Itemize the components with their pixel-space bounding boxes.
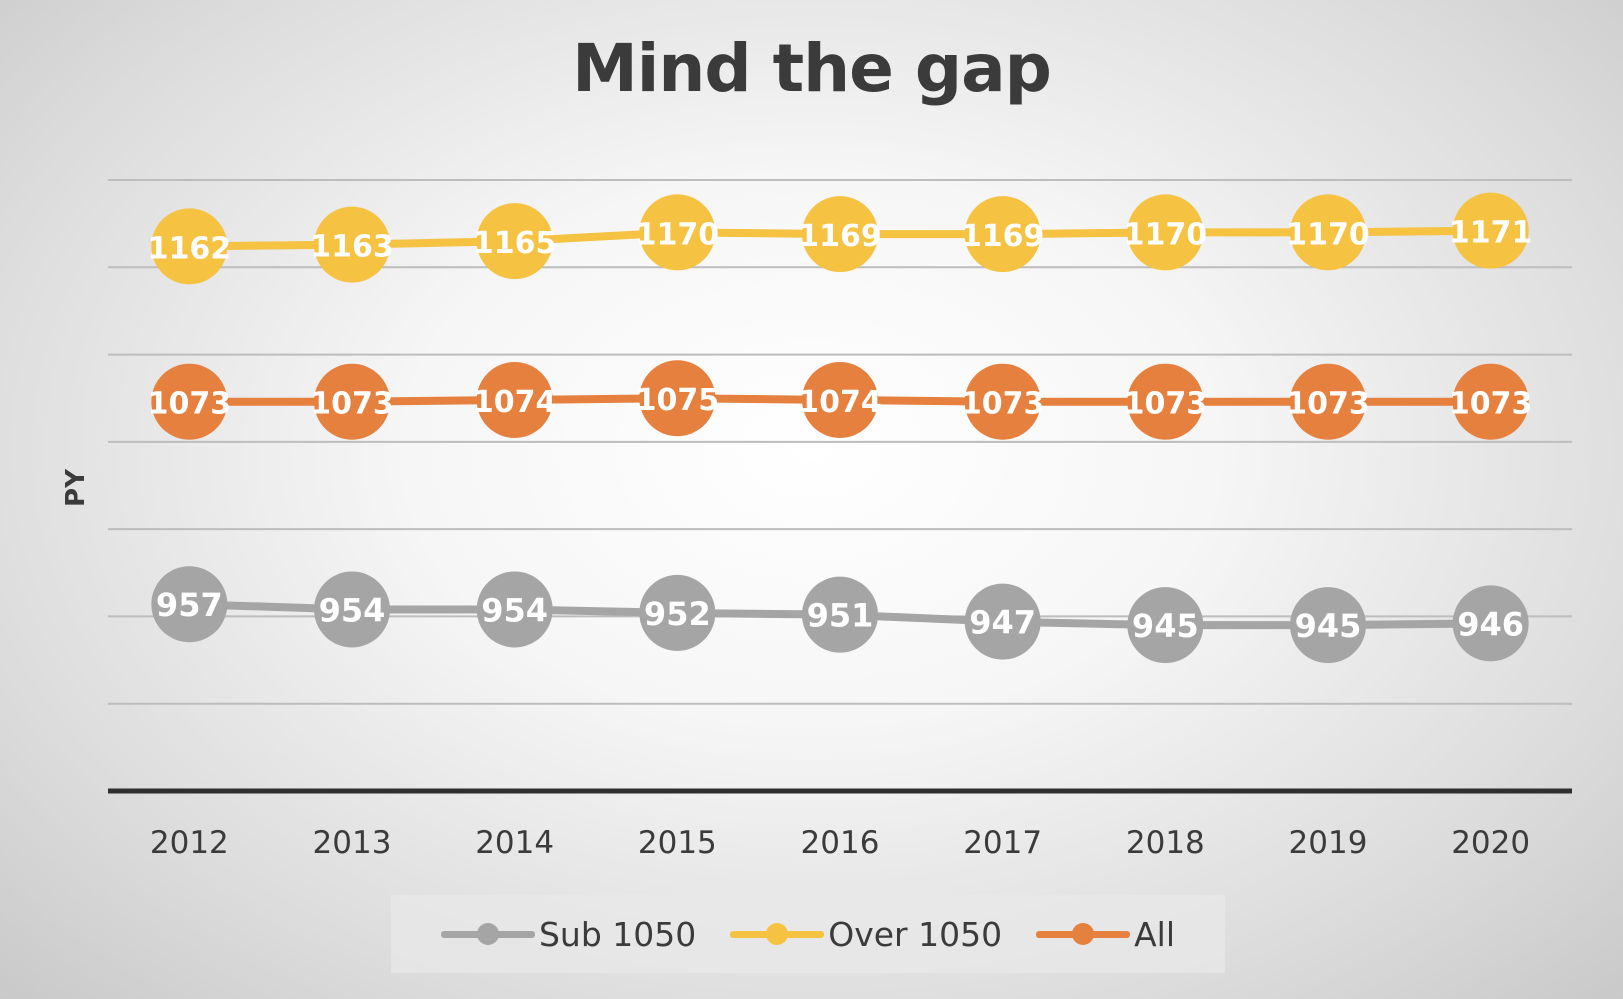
legend-marker <box>1072 923 1095 945</box>
series-over-1050: 1162 1163 1165 1170 1169 1169 1170 1170 1171 <box>148 192 1533 285</box>
x-tick-label: 2019 <box>1289 825 1368 861</box>
data-point <box>151 566 228 643</box>
data-label: 954 <box>481 591 548 629</box>
data-point <box>476 571 553 648</box>
data-point <box>151 363 228 440</box>
data-label: 1170 <box>1286 217 1370 252</box>
legend-item-over-1050: Over 1050 <box>730 915 1002 954</box>
x-tick-label: 2017 <box>963 825 1042 861</box>
data-point <box>1290 363 1366 440</box>
data-point <box>964 196 1041 273</box>
data-label: 1165 <box>473 226 557 261</box>
data-label: 1074 <box>798 385 882 420</box>
series-all: 1073 1073 1074 1075 1074 1073 1073 1073 1073 <box>148 360 1533 440</box>
series-sub-1050: 957 954 954 952 951 947 945 945 946 <box>151 566 1529 664</box>
data-point <box>639 194 716 271</box>
data-label: 946 <box>1457 605 1524 643</box>
data-point <box>476 203 553 280</box>
data-label: 945 <box>1132 607 1199 645</box>
legend-swatch-sub-1050 <box>440 923 535 945</box>
data-label: 1075 <box>636 383 720 418</box>
data-label: 1170 <box>636 217 720 252</box>
data-label: 957 <box>156 586 223 624</box>
data-label: 1073 <box>148 387 232 422</box>
data-label: 1073 <box>1124 387 1208 422</box>
data-label: 1171 <box>1449 216 1533 251</box>
data-point <box>802 196 878 273</box>
data-point <box>1127 587 1204 664</box>
x-tick-label: 2015 <box>638 825 717 861</box>
data-label: 1169 <box>798 219 882 254</box>
data-label: 1162 <box>148 231 232 266</box>
legend-item-sub-1050: Sub 1050 <box>440 914 697 954</box>
data-point <box>964 583 1041 660</box>
x-tick-label: 2020 <box>1451 825 1530 861</box>
data-point <box>1290 194 1366 271</box>
data-label: 1073 <box>1286 387 1370 422</box>
x-tick-label: 2012 <box>150 825 229 861</box>
data-point <box>1452 363 1529 440</box>
data-point <box>639 360 716 437</box>
data-point <box>639 574 716 651</box>
x-tick-label: 2016 <box>801 825 880 861</box>
data-point <box>1290 587 1366 664</box>
data-label: 1163 <box>310 230 394 265</box>
data-point <box>1127 194 1204 271</box>
data-label: 1074 <box>473 385 557 420</box>
x-tick-label: 2013 <box>313 825 392 861</box>
data-label: 945 <box>1295 607 1362 645</box>
data-point <box>314 206 390 283</box>
data-point <box>1452 192 1529 269</box>
data-label: 952 <box>644 595 711 633</box>
legend-label: Over 1050 <box>828 914 1003 954</box>
legend-label: Sub 1050 <box>538 914 697 954</box>
data-label: 1073 <box>961 387 1045 422</box>
x-tick-labels: 2012 2013 2014 2015 2016 2017 2018 2019 2020 <box>150 825 1530 861</box>
data-point <box>802 361 878 438</box>
chart-title: Mind the gap <box>572 30 1052 107</box>
data-label: 954 <box>319 591 386 629</box>
legend-label: All <box>1134 914 1176 954</box>
data-point <box>802 576 878 653</box>
x-tick-label: 2014 <box>475 825 554 861</box>
data-label: 1169 <box>961 219 1045 254</box>
legend: Sub 1050 Over 1050 All <box>391 895 1225 973</box>
data-point <box>314 363 390 440</box>
data-label: 951 <box>807 597 874 635</box>
legend-swatch-all <box>1036 923 1131 945</box>
data-point <box>476 361 553 438</box>
legend-item-all: All <box>1036 915 1175 954</box>
data-point <box>151 208 228 285</box>
data-label: 1170 <box>1124 217 1208 252</box>
legend-marker <box>766 923 789 945</box>
x-tick-label: 2018 <box>1126 825 1205 861</box>
data-label: 1073 <box>310 387 394 422</box>
data-label: 1073 <box>1449 387 1533 422</box>
data-label: 947 <box>969 604 1036 642</box>
data-point <box>1452 585 1529 662</box>
legend-swatch-over-1050 <box>730 923 825 945</box>
legend-marker <box>476 923 499 945</box>
data-point <box>964 363 1041 440</box>
data-point <box>314 571 390 648</box>
data-point <box>1127 363 1204 440</box>
